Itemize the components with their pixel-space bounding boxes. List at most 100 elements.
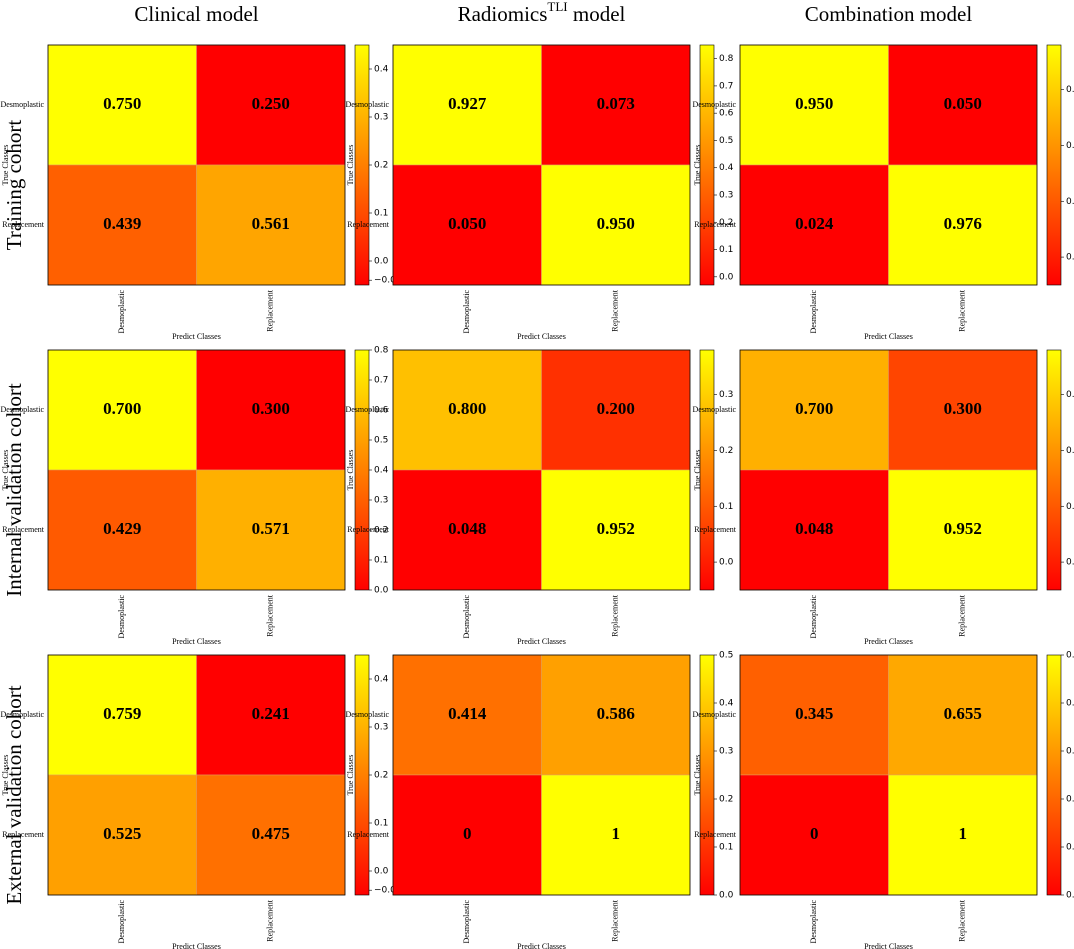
colorbar-tick-label: 0.1 [374, 209, 388, 219]
cell-value-label: 0.800 [448, 399, 486, 418]
title-part: Clinical model [134, 2, 258, 26]
colorbar-tick-label: 0.2 [719, 446, 733, 456]
heatmap-cell [541, 44, 691, 166]
y-tick-label: Replacement [694, 830, 737, 839]
colorbar [1046, 654, 1062, 896]
colorbar-tick-label: 0.1 [374, 556, 388, 566]
plot-frame [739, 44, 1038, 286]
heatmap-cell [541, 654, 691, 776]
cell-value-label: 1 [612, 824, 621, 843]
colorbar-tick-label: 0.7 [719, 81, 733, 91]
colorbar [699, 349, 715, 591]
cell-value-label: 0.050 [448, 214, 486, 233]
colorbar-tick-label: 0.0 [374, 257, 389, 267]
colorbar-tick-label: 0.4 [719, 163, 734, 173]
y-tick-label: Desmoplastic [0, 710, 44, 719]
heatmap-cell [541, 349, 691, 471]
colorbar-tick-label: 0.6 [374, 406, 389, 416]
heatmap-cell [196, 469, 346, 591]
colorbar-tick-label: 0.0 [719, 558, 734, 568]
cell-value-label: 0.250 [252, 94, 290, 113]
colorbar-tick-label: 0.3 [1066, 85, 1074, 95]
colorbar-tick-label: 0.1 [719, 245, 733, 255]
plot-frame [47, 654, 346, 896]
cell-value-label: 0.950 [597, 214, 635, 233]
y-tick-label: Desmoplastic [692, 710, 736, 719]
colorbar [699, 654, 715, 896]
cell-value-label: 0.586 [597, 704, 635, 723]
y-tick-label: Replacement [2, 220, 45, 229]
y-tick-label: Desmoplastic [692, 405, 736, 414]
colorbar [1046, 44, 1062, 286]
x-axis-label: Predict Classes [864, 332, 913, 341]
colorbar-tick-label: 0.4 [719, 699, 734, 709]
title-part: model [568, 2, 626, 26]
heatmap-cell [47, 774, 197, 896]
y-tick-label: Replacement [2, 830, 45, 839]
x-tick-label: Replacement [266, 289, 275, 332]
x-tick-label: Desmoplastic [809, 290, 818, 334]
row-title: External validation cohort [2, 685, 26, 904]
y-tick-label: Replacement [2, 525, 45, 534]
colorbar-tick-label: 0.5 [374, 436, 388, 446]
cell-value-label: 0.750 [103, 94, 141, 113]
colorbar-tick-label: 0.4 [374, 65, 389, 75]
cell-value-label: 0.439 [103, 214, 141, 233]
plot-frame [392, 349, 691, 591]
cell-value-label: 0.414 [448, 704, 487, 723]
colorbar [699, 44, 715, 286]
colorbar-tick-label: 0.0 [719, 272, 734, 282]
colorbar [354, 654, 370, 896]
y-tick-label: Replacement [694, 220, 737, 229]
colorbar-tick-label: 0.0 [1066, 253, 1074, 263]
colorbar-tick-label: 0.2 [719, 795, 733, 805]
column-title: RadiomicsTLI model [458, 0, 626, 26]
x-tick-label: Replacement [958, 594, 967, 637]
cell-value-label: 0.571 [252, 519, 290, 538]
colorbar-tick-label: 0.3 [719, 390, 733, 400]
x-tick-label: Desmoplastic [117, 290, 126, 334]
cell-value-label: 0.561 [252, 214, 290, 233]
cell-value-label: 0.300 [944, 399, 982, 418]
cell-value-label: 0.475 [252, 824, 290, 843]
cell-value-label: 0.952 [944, 519, 982, 538]
colorbar-tick-label: 0.0 [719, 891, 734, 901]
x-tick-label: Replacement [611, 289, 620, 332]
heatmap-cell [196, 654, 346, 776]
heatmap-cell [739, 774, 889, 896]
y-axis-label: True Classes [693, 145, 702, 186]
heatmap-cell [392, 349, 542, 471]
cell-value-label: 0.700 [795, 399, 833, 418]
column-title: Clinical model [134, 2, 258, 26]
x-tick-label: Desmoplastic [809, 900, 818, 944]
y-tick-label: Replacement [347, 220, 390, 229]
colorbar-tick-label: 0.0 [1066, 558, 1074, 568]
y-axis-label: True Classes [693, 755, 702, 796]
colorbar-tick-label: 0.2 [1066, 141, 1074, 151]
x-tick-label: Desmoplastic [462, 595, 471, 639]
colorbar-tick-label: 0.4 [374, 675, 389, 685]
heatmap-cell [888, 654, 1038, 776]
cell-value-label: 0 [463, 824, 472, 843]
colorbar-tick-label: 0.4 [1066, 699, 1074, 709]
heatmap-cell [47, 164, 197, 286]
x-tick-label: Desmoplastic [462, 290, 471, 334]
y-tick-label: Desmoplastic [0, 100, 44, 109]
colorbar-tick-label: 0.1 [1066, 197, 1074, 207]
y-axis-label: True Classes [1, 145, 10, 186]
cell-value-label: 0.048 [795, 519, 833, 538]
plot-frame [47, 349, 346, 591]
colorbar-tick-label: 0.1 [1066, 843, 1074, 853]
colorbar-tick-label: 0.0 [374, 867, 389, 877]
plot-frame [739, 654, 1038, 896]
colorbar-tick-label: 0.5 [719, 651, 733, 661]
heatmap-cell [196, 349, 346, 471]
x-axis-label: Predict Classes [172, 332, 221, 341]
y-axis-label: True Classes [346, 755, 355, 796]
x-tick-label: Replacement [611, 899, 620, 942]
title-part: TLI [547, 0, 567, 14]
x-tick-label: Desmoplastic [117, 900, 126, 944]
x-tick-label: Desmoplastic [117, 595, 126, 639]
y-axis-label: True Classes [1, 450, 10, 491]
x-axis-label: Predict Classes [517, 637, 566, 646]
